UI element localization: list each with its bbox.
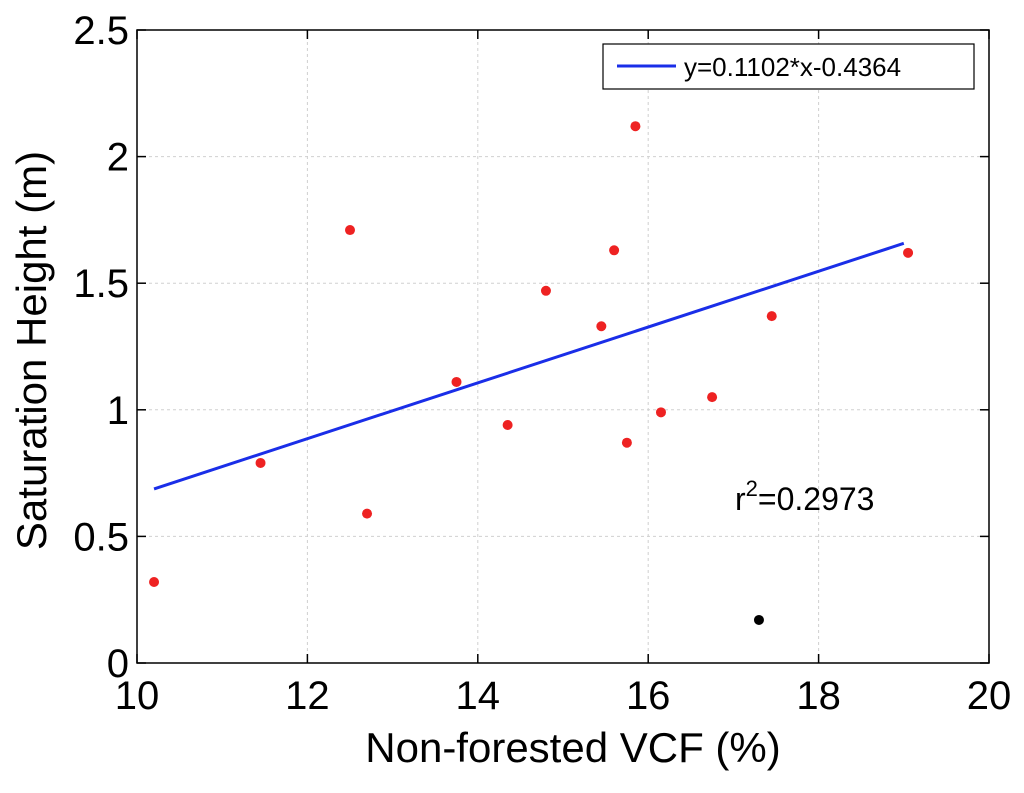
y-tick-label: 0.5	[73, 515, 129, 559]
x-tick-label: 12	[285, 674, 330, 718]
y-tick-label: 2	[107, 136, 129, 180]
data-point	[451, 376, 462, 387]
data-point	[596, 321, 607, 332]
tick-marks	[136, 29, 990, 664]
y-tick-labels: 0 0.5 1 1.5 2 2.5	[73, 9, 129, 686]
data-point	[655, 407, 666, 418]
data-point	[149, 576, 160, 587]
x-tick-label: 16	[626, 674, 671, 718]
x-tick-labels: 10 12 14 16 18 20	[115, 674, 1012, 718]
data-point	[766, 311, 777, 322]
legend: y=0.1102*x-0.4364	[602, 43, 975, 90]
x-tick-label: 18	[796, 674, 841, 718]
r-squared-value: =0.2973	[758, 481, 875, 517]
data-point	[630, 121, 641, 132]
data-point	[707, 392, 718, 403]
r-squared-base: r	[735, 481, 746, 517]
data-point	[609, 245, 620, 256]
grid-lines	[137, 30, 989, 663]
data-point	[621, 437, 632, 448]
x-tick-label: 20	[967, 674, 1012, 718]
data-points	[149, 121, 914, 625]
data-point	[345, 225, 355, 236]
y-tick-label: 1	[107, 389, 129, 433]
x-tick-label: 10	[115, 674, 160, 718]
regression-line	[153, 241, 905, 491]
x-tick-label: 14	[456, 674, 501, 718]
data-point	[362, 508, 373, 519]
data-point	[903, 247, 914, 258]
outlier-point	[753, 614, 764, 625]
plot-area	[136, 29, 990, 664]
y-tick-label: 0	[107, 642, 129, 686]
y-tick-label: 1.5	[73, 262, 129, 306]
r-squared-annotation: r2=0.2973	[735, 476, 874, 517]
x-axis-title: Non-forested VCF (%)	[365, 724, 780, 771]
data-point	[502, 419, 513, 430]
r-squared-superscript: 2	[746, 476, 758, 501]
legend-label: y=0.1102*x-0.4364	[684, 52, 901, 82]
y-tick-label: 2.5	[73, 9, 129, 53]
data-point	[540, 285, 551, 296]
data-point	[255, 457, 266, 468]
y-axis-title: Saturation Height (m)	[8, 151, 55, 550]
